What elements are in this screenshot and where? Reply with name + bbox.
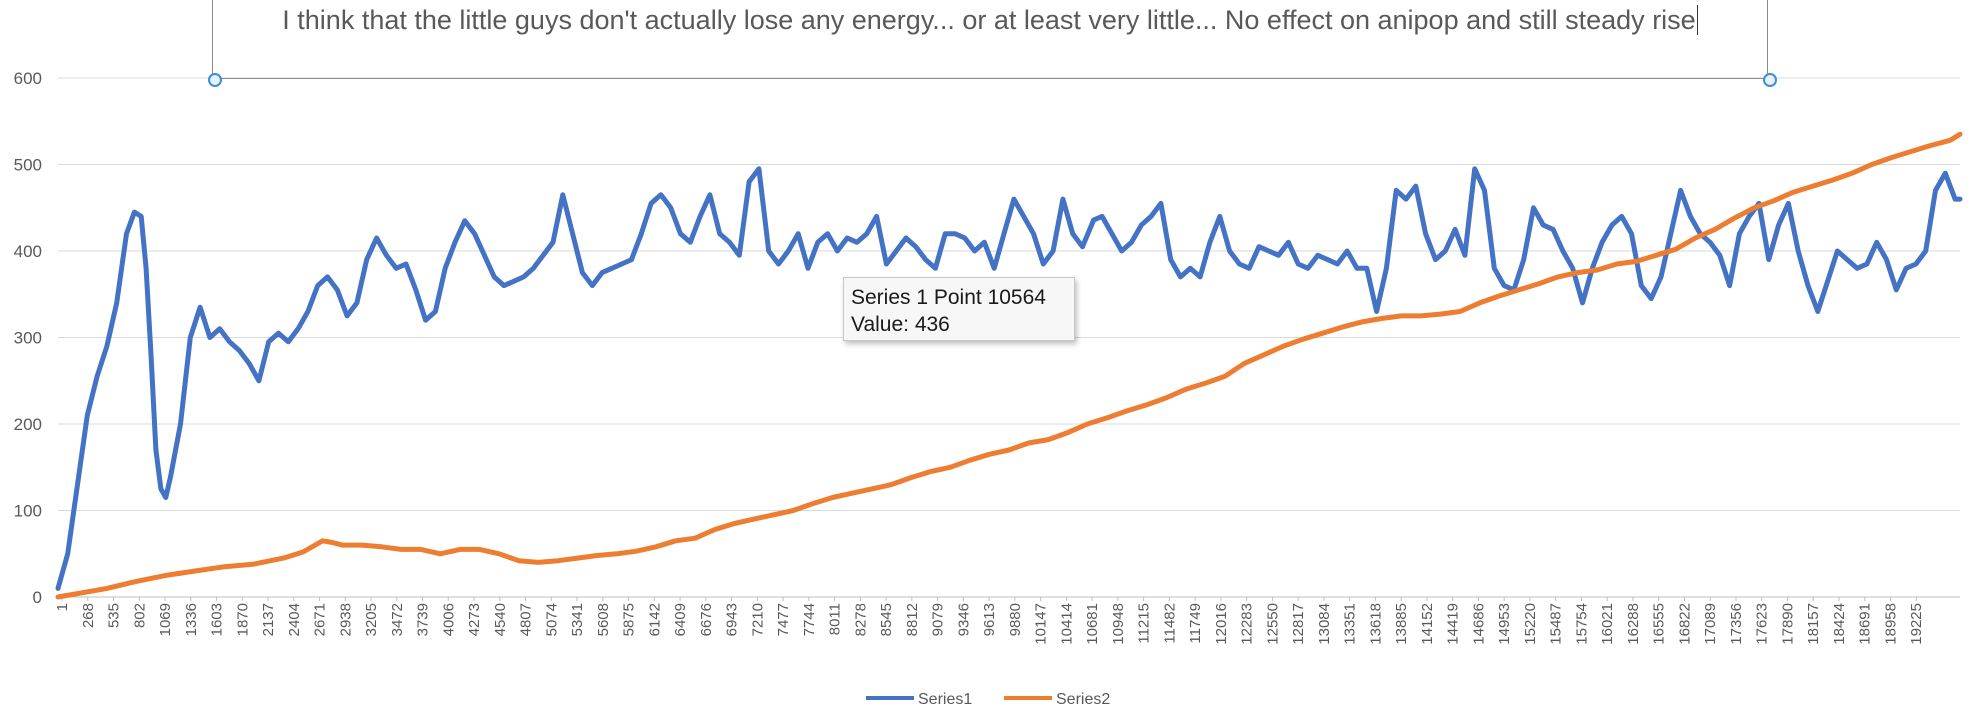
x-tick-label: 1603 <box>209 603 226 636</box>
x-tick-label: 5608 <box>595 603 612 636</box>
series-lines[interactable] <box>55 131 1963 600</box>
y-tick-label: 200 <box>14 415 42 434</box>
x-tick-label: 5074 <box>543 603 560 636</box>
text-annotation-box[interactable]: I think that the little guys don't actua… <box>212 0 1768 79</box>
x-tick-label: 13618 <box>1367 603 1384 645</box>
x-tick-label: 6409 <box>672 603 689 636</box>
x-tick-label: 6142 <box>646 603 663 636</box>
x-tick-label: 14686 <box>1470 603 1487 645</box>
x-tick-label: 9079 <box>930 603 947 636</box>
x-tick-label: 14953 <box>1496 603 1513 645</box>
x-tick-label: 1 <box>54 603 71 611</box>
x-tick-label: 3472 <box>389 603 406 636</box>
x-tick-label: 12817 <box>1290 603 1307 645</box>
x-tick-label: 6943 <box>724 603 741 636</box>
legend: Series1 Series2 <box>866 691 1110 708</box>
x-tick-label: 18157 <box>1805 603 1822 645</box>
x-tick-label: 10414 <box>1058 603 1075 645</box>
x-tick-label: 9880 <box>1007 603 1024 636</box>
x-tick-label: 17890 <box>1779 603 1796 645</box>
x-tick-label: 11749 <box>1187 603 1204 644</box>
x-tick-label: 3739 <box>415 603 432 636</box>
x-tick-label: 12550 <box>1264 603 1281 645</box>
x-tick-label: 9613 <box>981 603 998 636</box>
y-tick-label: 100 <box>14 502 42 521</box>
x-tick-label: 16288 <box>1625 603 1642 645</box>
x-tick-label: 18958 <box>1882 603 1899 645</box>
legend-label-series2: Series2 <box>1056 691 1110 708</box>
x-axis-ticks: 1 268 535 802 1069 1336 1603 1870 2137 2404 2671 29… <box>54 597 1925 645</box>
x-tick-label: 2671 <box>312 603 329 636</box>
x-tick-label: 15754 <box>1573 603 1590 645</box>
x-tick-label: 13351 <box>1342 603 1359 645</box>
x-tick-label: 14419 <box>1445 603 1462 645</box>
x-tick-label: 6676 <box>698 603 715 636</box>
series-line-2[interactable] <box>55 131 1963 600</box>
x-tick-label: 4006 <box>440 603 457 636</box>
resize-handle-left[interactable] <box>208 73 222 87</box>
x-tick-label: 11482 <box>1161 603 1178 644</box>
tooltip-value: Value: 436 <box>851 313 950 336</box>
x-tick-label: 4273 <box>466 603 483 636</box>
x-tick-label: 2938 <box>337 603 354 636</box>
x-tick-label: 2137 <box>260 603 277 636</box>
x-tick-label: 15487 <box>1548 603 1565 645</box>
x-tick-label: 17089 <box>1702 603 1719 645</box>
x-tick-label: 9346 <box>955 603 972 636</box>
x-tick-label: 5341 <box>569 603 586 636</box>
x-tick-label: 16021 <box>1599 603 1616 645</box>
legend-label-series1: Series1 <box>918 691 972 708</box>
x-tick-label: 268 <box>80 603 97 628</box>
x-tick-label: 8812 <box>904 603 921 636</box>
y-axis-ticks: 0 100 200 300 400 500 600 <box>14 69 42 607</box>
x-tick-label: 5875 <box>621 603 638 636</box>
x-tick-label: 12016 <box>1213 603 1230 645</box>
tooltip-series-point: Series 1 Point 10564 <box>851 286 1046 309</box>
x-tick-label: 18691 <box>1857 603 1874 645</box>
x-tick-label: 16822 <box>1676 603 1693 645</box>
x-tick-label: 19225 <box>1908 603 1925 645</box>
text-cursor <box>1696 5 1698 35</box>
annotation-text: I think that the little guys don't actua… <box>282 5 1696 35</box>
x-tick-label: 12283 <box>1239 603 1256 645</box>
x-tick-label: 13885 <box>1393 603 1410 645</box>
y-tick-label: 600 <box>14 69 42 88</box>
x-tick-label: 8545 <box>878 603 895 636</box>
x-tick-label: 15220 <box>1522 603 1539 645</box>
x-tick-label: 17623 <box>1754 603 1771 645</box>
x-tick-label: 17356 <box>1728 603 1745 645</box>
x-tick-label: 10948 <box>1110 603 1127 645</box>
x-tick-label: 535 <box>106 603 123 628</box>
x-tick-label: 802 <box>131 603 148 628</box>
x-tick-label: 4540 <box>492 603 509 636</box>
data-point-tooltip: Series 1 Point 10564 Value: 436 <box>843 277 1075 341</box>
x-tick-label: 14152 <box>1419 603 1436 645</box>
y-tick-label: 0 <box>33 588 42 607</box>
series-line-1[interactable] <box>55 166 1963 591</box>
x-tick-label: 13084 <box>1316 603 1333 645</box>
x-tick-label: 1336 <box>183 603 200 636</box>
x-tick-label: 7477 <box>775 603 792 636</box>
x-tick-label: 7210 <box>749 603 766 636</box>
x-tick-label: 8278 <box>852 603 869 636</box>
y-tick-label: 500 <box>14 156 42 175</box>
x-tick-label: 10147 <box>1033 603 1050 645</box>
x-tick-label: 7744 <box>801 603 818 636</box>
x-tick-label: 10681 <box>1084 603 1101 645</box>
x-tick-label: 16555 <box>1651 603 1668 645</box>
x-tick-label: 3205 <box>363 603 380 636</box>
resize-handle-right[interactable] <box>1763 73 1777 87</box>
x-tick-label: 1870 <box>234 603 251 636</box>
x-tick-label: 2404 <box>286 603 303 636</box>
x-tick-label: 18424 <box>1831 603 1848 645</box>
y-tick-label: 400 <box>14 242 42 261</box>
x-tick-label: 4807 <box>518 603 535 636</box>
x-tick-label: 11215 <box>1136 603 1153 644</box>
y-tick-label: 300 <box>14 329 42 348</box>
x-tick-label: 8011 <box>827 603 844 635</box>
x-tick-label: 1069 <box>157 603 174 636</box>
